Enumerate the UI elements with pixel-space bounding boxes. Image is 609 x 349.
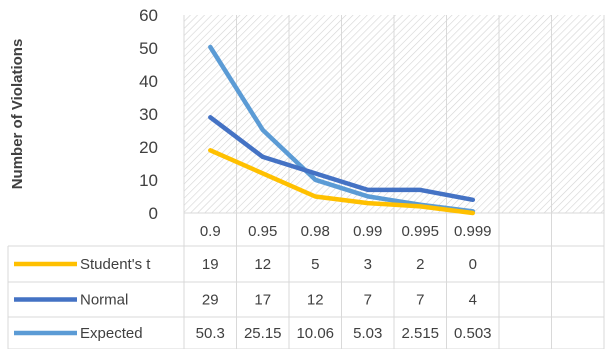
- table-cell: 5.03: [353, 325, 382, 342]
- legend-label: Expected: [80, 325, 143, 342]
- y-tick-label: 50: [139, 39, 158, 58]
- table-cell: 7: [364, 292, 372, 309]
- table-cell: 4: [469, 292, 477, 309]
- x-tick-label: 0.9: [200, 223, 221, 240]
- y-tick-label: 60: [139, 6, 158, 25]
- table-cell: 2: [416, 256, 424, 273]
- table-cell: 0.503: [454, 325, 492, 342]
- table-cell: 25.15: [244, 325, 282, 342]
- y-tick-label: 20: [139, 138, 158, 157]
- table-cell: 7: [416, 292, 424, 309]
- table-cell: 2.515: [401, 325, 439, 342]
- x-tick-label: 0.95: [248, 223, 277, 240]
- table-cell: 12: [307, 292, 324, 309]
- x-tick-label: 0.999: [454, 223, 492, 240]
- table-cell: 50.3: [196, 325, 225, 342]
- table-cell: 0: [469, 256, 477, 273]
- table-cell: 29: [202, 292, 219, 309]
- table-cell: 5: [311, 256, 319, 273]
- y-axis-label: Number of Violations: [9, 39, 26, 190]
- table-cell: 17: [254, 292, 271, 309]
- x-tick-label: 0.99: [353, 223, 382, 240]
- x-tick-label: 0.995: [401, 223, 439, 240]
- y-tick-label: 40: [139, 72, 158, 91]
- table-cell: 3: [364, 256, 372, 273]
- legend-label: Normal: [80, 292, 128, 309]
- y-tick-label: 30: [139, 105, 158, 124]
- legend-label: Student's t: [80, 256, 151, 273]
- table-cell: 12: [254, 256, 271, 273]
- series-line: [208, 115, 476, 203]
- table-cell: 10.06: [296, 325, 334, 342]
- series-line: [208, 148, 476, 216]
- y-tick-label: 10: [139, 171, 158, 190]
- x-tick-label: 0.98: [301, 223, 330, 240]
- table-cell: 19: [202, 256, 219, 273]
- y-tick-label: 0: [149, 204, 158, 223]
